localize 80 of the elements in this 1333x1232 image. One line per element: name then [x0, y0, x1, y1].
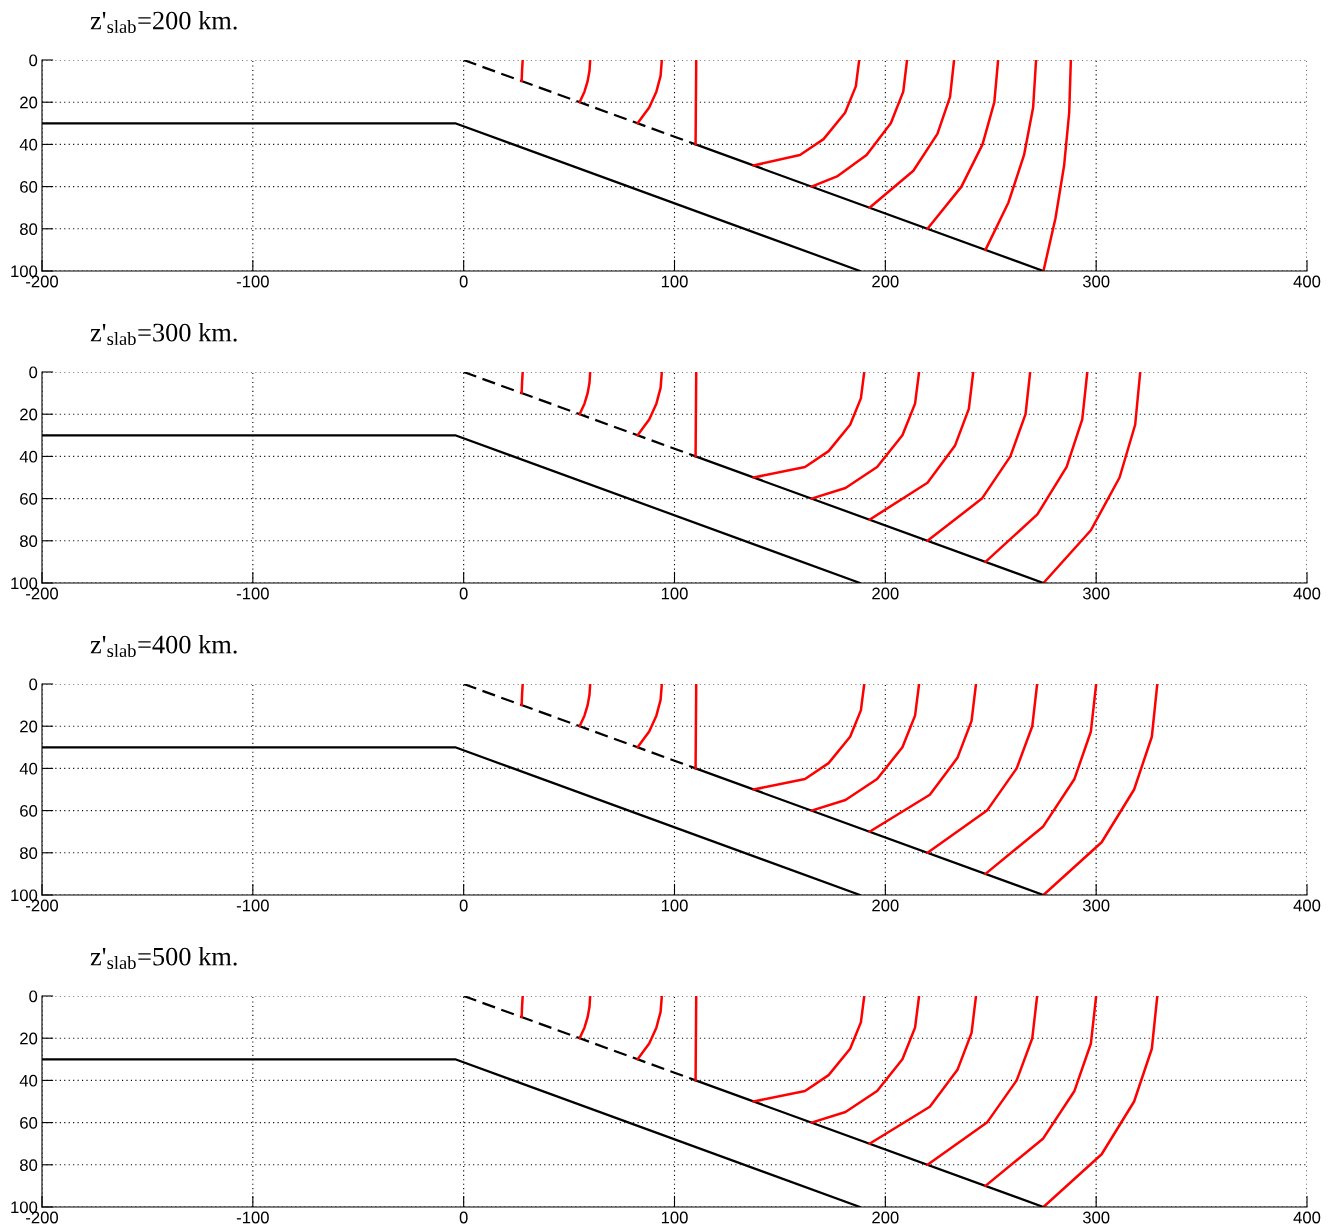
- line-series: [1042, 996, 1159, 1207]
- x-tick-label: -100: [236, 587, 269, 600]
- x-tick-label: 0: [459, 1211, 468, 1224]
- chart-title: z'$_{slab}$=400 km.: [90, 634, 237, 658]
- x-tick-label: 200: [872, 275, 899, 288]
- x-tick-label: 400: [1293, 275, 1321, 288]
- line-series: [810, 372, 921, 500]
- line-series: [810, 996, 921, 1124]
- x-tick-label: 400: [1293, 1211, 1321, 1224]
- line-series: [1042, 60, 1073, 271]
- x-tick-label: 300: [1082, 899, 1110, 912]
- line-series: [984, 372, 1089, 564]
- y-tick-label: 0: [29, 54, 38, 67]
- y-tick-label: 80: [20, 535, 38, 547]
- y-tick-label: 0: [29, 678, 38, 691]
- y-tick-label: 40: [19, 450, 38, 463]
- line-series: [868, 60, 956, 209]
- y-tick-label: 60: [20, 1117, 38, 1129]
- line-series: [868, 996, 978, 1145]
- line-series: [578, 996, 592, 1040]
- line-series: [984, 996, 1098, 1188]
- line-series: [926, 372, 1032, 543]
- x-tick-label: -100: [236, 275, 269, 288]
- y-tick-label: 40: [19, 1074, 38, 1087]
- line-series: [752, 684, 866, 791]
- x-tick-label: 100: [661, 275, 688, 288]
- line-series: [636, 996, 664, 1061]
- chart-title: z'$_{slab}$=300 km.: [90, 322, 237, 346]
- y-tick-label: 20: [20, 720, 38, 733]
- line-series: [984, 684, 1098, 876]
- y-tick-label: 60: [20, 181, 38, 193]
- line-series: [868, 372, 975, 521]
- x-tick-label: 100: [661, 587, 688, 600]
- line-series: [636, 60, 664, 125]
- y-tick-label: 60: [20, 493, 38, 505]
- x-tick-label: 100: [661, 1211, 688, 1224]
- x-tick-label: 200: [872, 587, 899, 600]
- line-series: [984, 60, 1038, 252]
- y-tick-label: 80: [20, 223, 38, 235]
- line-series: [868, 684, 978, 833]
- x-tick-label: 0: [459, 899, 468, 912]
- line-series: [926, 996, 1039, 1167]
- x-tick-label: 400: [1293, 899, 1321, 912]
- line-series: [636, 372, 664, 437]
- line-series: [810, 60, 909, 188]
- y-tick-label: 0: [29, 366, 38, 379]
- x-tick-label: 100: [661, 899, 688, 912]
- line-series: [926, 684, 1039, 855]
- line-series: [636, 684, 664, 749]
- x-tick-label: 200: [872, 1211, 899, 1224]
- x-tick-label: 200: [872, 899, 899, 912]
- line-series: [578, 60, 592, 104]
- x-tick-label: -100: [236, 1211, 269, 1224]
- y-tick-label: 20: [20, 1032, 38, 1045]
- x-tick-label: 400: [1293, 587, 1321, 600]
- line-series: [578, 684, 592, 728]
- line-series: [752, 996, 866, 1103]
- y-tick-label: 20: [20, 96, 38, 109]
- y-tick-label: 60: [20, 805, 38, 817]
- y-tick-label: 40: [19, 138, 38, 151]
- x-tick-label: 300: [1082, 587, 1110, 600]
- line-series: [810, 684, 921, 812]
- y-tick-label: 80: [20, 847, 38, 859]
- chart-title: z'$_{slab}$=500 km.: [90, 946, 237, 970]
- x-tick-label: 300: [1082, 1211, 1110, 1224]
- line-series: [1042, 684, 1159, 895]
- y-tick-label: 20: [20, 408, 38, 421]
- line-series: [578, 372, 592, 416]
- x-tick-label: 0: [459, 275, 468, 288]
- line-series: [752, 60, 861, 167]
- chart-title: z'$_{slab}$=200 km.: [90, 10, 237, 34]
- line-series: [752, 372, 866, 479]
- line-series: [926, 60, 1000, 231]
- line-series: [1042, 372, 1142, 583]
- y-tick-label: 0: [29, 990, 38, 1003]
- x-tick-label: 300: [1082, 275, 1110, 288]
- y-tick-label: 80: [20, 1159, 38, 1171]
- y-tick-label: 40: [19, 762, 38, 775]
- x-tick-label: -100: [236, 899, 269, 912]
- x-tick-label: 0: [459, 587, 468, 600]
